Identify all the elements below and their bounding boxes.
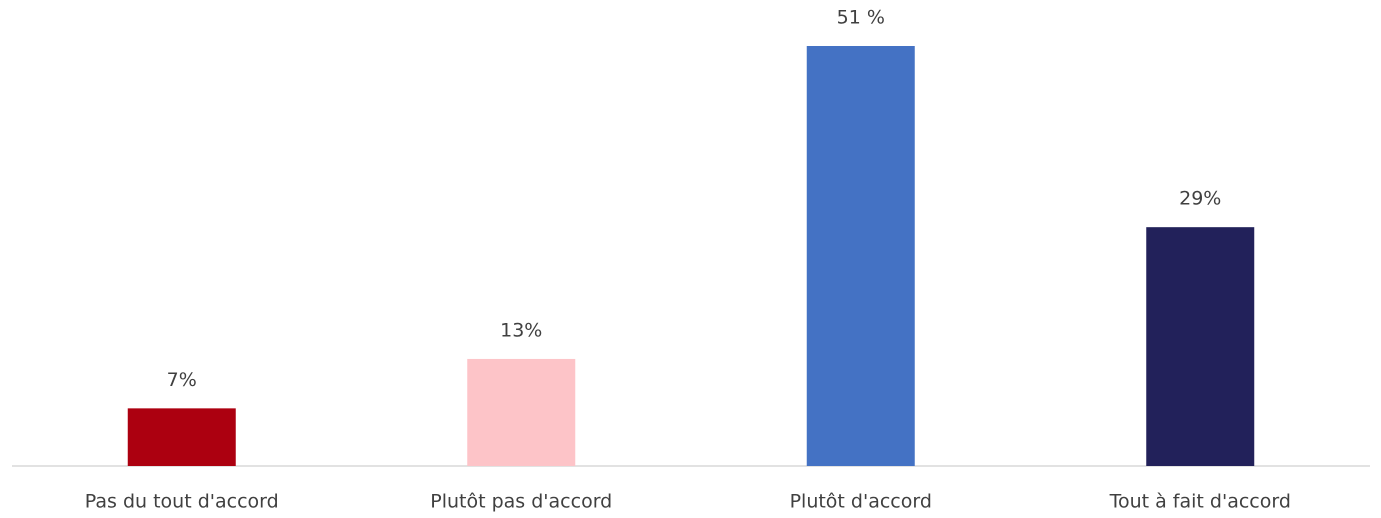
x-tick-label: Pas du tout d'accord [85,491,279,513]
bar [1146,227,1255,466]
bar [127,408,236,466]
x-tick-label: Plutôt pas d'accord [430,491,612,513]
value-label: 29% [1179,188,1221,210]
x-tick-label: Tout à fait d'accord [1109,491,1291,513]
bar [467,358,576,466]
value-label: 13% [500,319,542,341]
value-label: 7% [167,369,197,391]
x-tick-label: Plutôt d'accord [790,491,932,513]
bar [806,46,915,466]
value-label: 51 % [837,7,885,29]
